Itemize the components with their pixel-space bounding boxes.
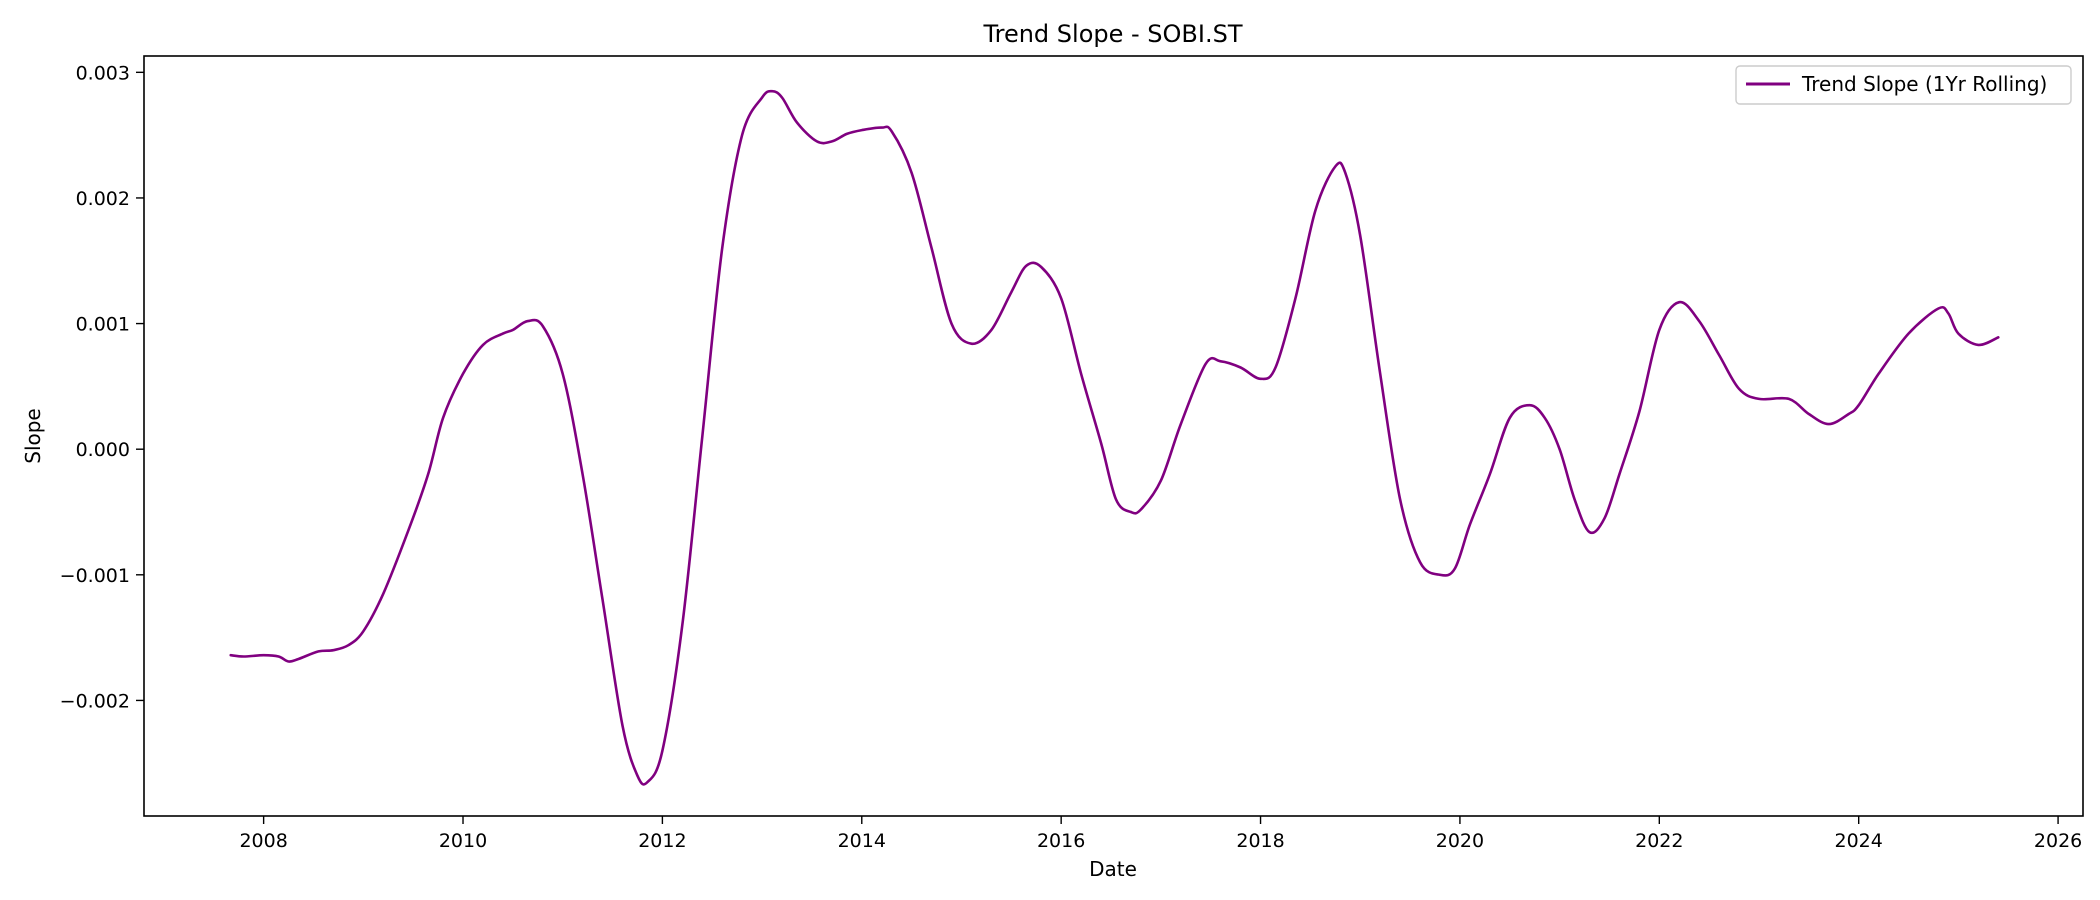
x-tick-label: 2012: [638, 830, 686, 852]
y-tick-label: 0.001: [76, 314, 130, 336]
x-tick-label: 2010: [439, 830, 487, 852]
y-axis-ticks: −0.002 −0.001 0.000 0.001 0.002 0.003: [60, 62, 144, 712]
y-tick-label: −0.001: [60, 565, 130, 587]
x-axis-ticks: 2008 2010 2012 2014 2016 2018 2020 2022 2024 2026: [239, 816, 2082, 852]
y-axis-title: Slope: [21, 408, 45, 464]
x-tick-label: 2026: [2034, 830, 2082, 852]
x-tick-label: 2008: [239, 830, 287, 852]
x-tick-label: 2022: [1635, 830, 1683, 852]
x-tick-label: 2020: [1436, 830, 1484, 852]
y-tick-label: 0.003: [76, 62, 130, 84]
legend-label: Trend Slope (1Yr Rolling): [1801, 72, 2047, 96]
x-axis-title: Date: [1089, 857, 1137, 881]
series-line-trend-slope: [229, 89, 2000, 786]
x-tick-label: 2014: [838, 830, 886, 852]
legend-frame: [1735, 65, 2072, 105]
legend: Trend Slope (1Yr Rolling): [1735, 65, 2072, 105]
chart-title: Trend Slope - SOBI.ST: [982, 20, 1242, 48]
plot-area-frame: [143, 55, 2084, 817]
y-tick-label: 0.000: [76, 439, 130, 461]
x-tick-label: 2024: [1835, 830, 1883, 852]
x-tick-label: 2018: [1236, 830, 1284, 852]
x-tick-label: 2016: [1037, 830, 1085, 852]
series-layer: [229, 89, 2000, 786]
y-tick-label: 0.002: [76, 188, 130, 210]
y-tick-label: −0.002: [60, 690, 130, 712]
